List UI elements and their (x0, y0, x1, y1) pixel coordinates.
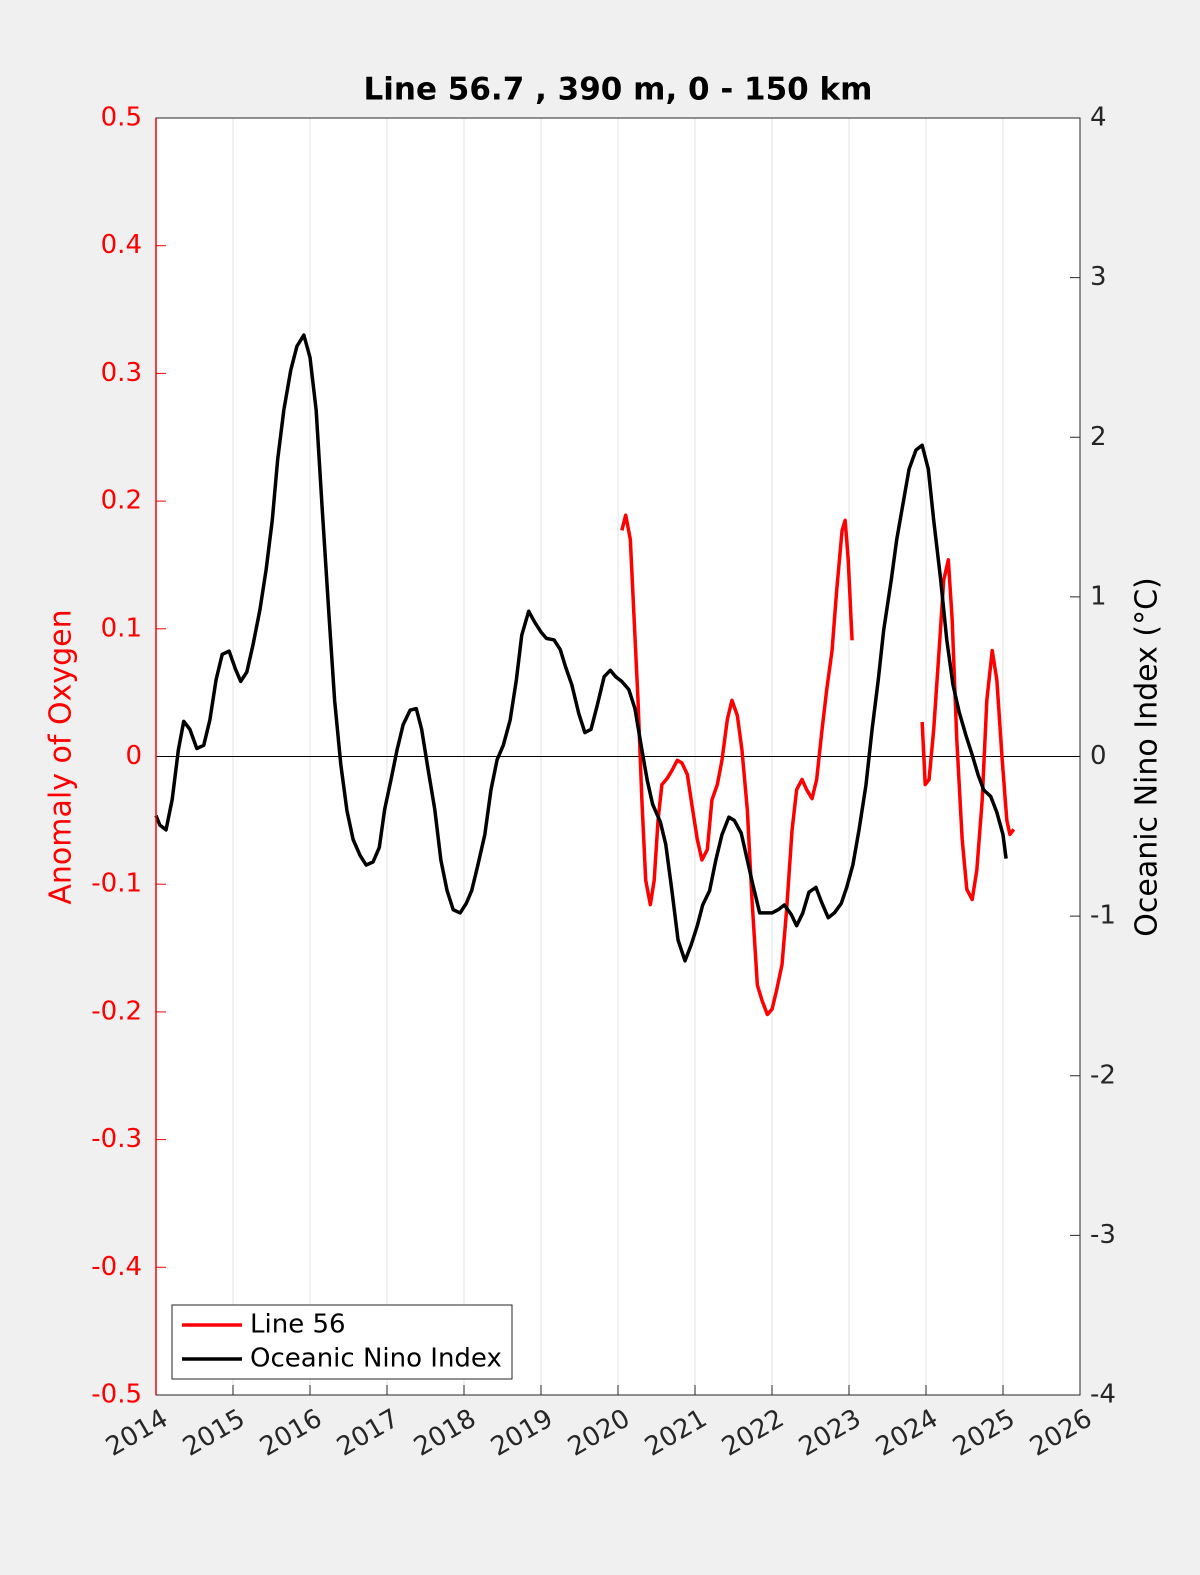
y2-tick-label: -1 (1090, 901, 1116, 931)
x-tick-label: 2015 (178, 1404, 250, 1463)
y2-tick-label: -4 (1090, 1380, 1116, 1410)
data-line (620, 513, 1016, 1017)
y-tick-label: 0.3 (101, 358, 142, 388)
x-tick-label: 2020 (563, 1404, 635, 1463)
y-tick-label: 0.2 (101, 486, 142, 516)
x-tick-label: 2023 (794, 1404, 866, 1463)
y2-tick-label: 4 (1090, 103, 1107, 133)
data-line (154, 333, 1008, 963)
legend-box (171, 1304, 513, 1380)
y-tick-label: -0.4 (91, 1252, 142, 1282)
x-tick-label: 2016 (255, 1404, 327, 1463)
x-tick-label: 2024 (871, 1404, 943, 1463)
y2-tick-label: 2 (1090, 422, 1107, 452)
legend-label: Line 56 (250, 1310, 346, 1340)
y2-tick-label: -2 (1090, 1060, 1116, 1090)
y2-tick-label: -3 (1090, 1220, 1116, 1250)
legend-label: Oceanic Nino Index (250, 1344, 502, 1374)
y-tick-label: 0.5 (101, 103, 142, 133)
chart-title: Line 56.7 , 390 m, 0 - 150 km (364, 72, 873, 108)
y-tick-label: 0.1 (101, 613, 142, 643)
y-tick-label: -0.2 (91, 996, 142, 1026)
x-tick-label: 2018 (409, 1404, 481, 1463)
x-tick-label: 2019 (486, 1404, 558, 1463)
y-tick-label: -0.3 (91, 1124, 142, 1154)
x-tick-label: 2021 (640, 1404, 712, 1463)
y-tick-label: 0.4 (101, 230, 142, 260)
y-tick-label: -0.5 (91, 1380, 142, 1410)
y2-tick-label: 3 (1090, 262, 1107, 292)
y2-tick-label: 1 (1090, 581, 1107, 611)
y-tick-label: 0 (125, 741, 142, 771)
y-tick-label: -0.1 (91, 869, 142, 899)
x-tick-label: 2017 (332, 1404, 404, 1463)
y-axis-label: Anomaly of Oxygen (44, 609, 79, 904)
y2-axis-label: Oceanic Nino Index (°C) (1130, 577, 1165, 937)
x-tick-label: 2014 (101, 1404, 173, 1463)
y2-tick-label: 0 (1090, 741, 1107, 771)
x-tick-label: 2026 (1025, 1404, 1097, 1463)
x-tick-label: 2022 (717, 1404, 789, 1463)
x-tick-label: 2025 (948, 1404, 1020, 1463)
